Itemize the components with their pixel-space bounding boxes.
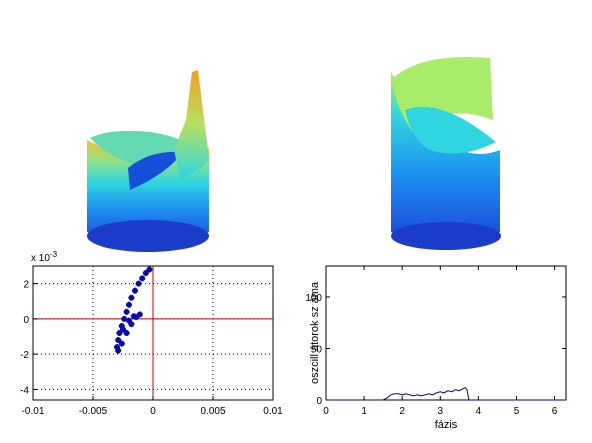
scatter-point xyxy=(118,322,125,329)
scatter-x-ticks: -0.01 -0.005 0 0.005 0.01 xyxy=(22,396,283,417)
line-series xyxy=(326,386,566,401)
line-x-tick-label: 3 xyxy=(438,406,444,417)
scatter-point xyxy=(121,315,128,322)
line-x-tick-label: 0 xyxy=(323,406,329,417)
line-x-ticks: 0 1 2 3 4 5 6 xyxy=(323,266,558,417)
line-panel: 0 1 2 3 4 5 6 0 50 100 fázis oszcill átorok sz á… xyxy=(305,265,567,431)
scatter-point xyxy=(128,294,135,301)
scatter-x-tick-label: -0.005 xyxy=(79,406,108,417)
scatter-point xyxy=(118,340,125,347)
surface-left-inner xyxy=(128,151,182,190)
line-x-tick-label: 2 xyxy=(399,406,405,417)
surface-left-base xyxy=(87,220,209,252)
scatter-y-tick-label: -2 xyxy=(20,350,29,361)
scatter-point xyxy=(123,308,130,315)
scatter-point xyxy=(132,287,138,294)
line-plot-area xyxy=(325,265,567,401)
scatter-point xyxy=(116,330,123,336)
scatter-y-tick-label: -4 xyxy=(20,385,29,396)
scatter-crosshair xyxy=(33,266,273,400)
surface-right-base xyxy=(391,222,501,250)
scatter-x-tick-label: 0 xyxy=(150,406,156,417)
scatter-point xyxy=(120,326,126,333)
scatter-point xyxy=(136,311,143,318)
surface-right-inner xyxy=(405,106,496,154)
scatter-point xyxy=(123,330,130,336)
scatter-point xyxy=(146,266,153,273)
scatter-x-tick-label: -0.01 xyxy=(22,406,45,417)
scatter-panel: -0.01 -0.005 0 0.005 0.01 2 0 -2 -4 x 10-3 xyxy=(20,250,283,417)
scatter-point xyxy=(128,321,135,328)
scatter-x-tick-label: 0.01 xyxy=(263,406,283,417)
line-y-tick-label: 100 xyxy=(305,293,322,304)
scatter-point xyxy=(115,347,122,354)
line-y-axis-label: oszcill átorok sz áma xyxy=(309,281,321,384)
scatter-y-tick-label: 2 xyxy=(23,280,29,291)
scatter-point xyxy=(126,317,132,324)
surface-right xyxy=(391,56,501,250)
scatter-points xyxy=(114,266,153,354)
scatter-point xyxy=(135,280,142,287)
line-x-tick-label: 4 xyxy=(476,406,482,417)
surface-left-spike xyxy=(174,70,209,178)
scatter-point xyxy=(126,301,132,308)
scatter-y-ticks: 2 0 -2 -4 xyxy=(20,280,37,396)
scatter-point xyxy=(142,270,149,277)
scatter-x-tick-label: 0.005 xyxy=(200,406,225,417)
surface-left xyxy=(87,70,209,252)
line-y-tick-label: 50 xyxy=(311,344,323,355)
scatter-point xyxy=(115,337,122,344)
scatter-y-multiplier: x 10-3 xyxy=(31,250,58,264)
line-y-tick-label: 0 xyxy=(316,396,322,407)
line-x-tick-label: 5 xyxy=(514,406,520,417)
scatter-point xyxy=(114,344,120,351)
scatter-point xyxy=(139,275,146,282)
line-x-tick-label: 6 xyxy=(552,406,558,417)
scatter-y-tick-label: 0 xyxy=(23,315,29,326)
line-x-tick-label: 1 xyxy=(361,406,367,417)
line-x-axis-label: fázis xyxy=(435,419,458,431)
scatter-point xyxy=(130,313,137,320)
